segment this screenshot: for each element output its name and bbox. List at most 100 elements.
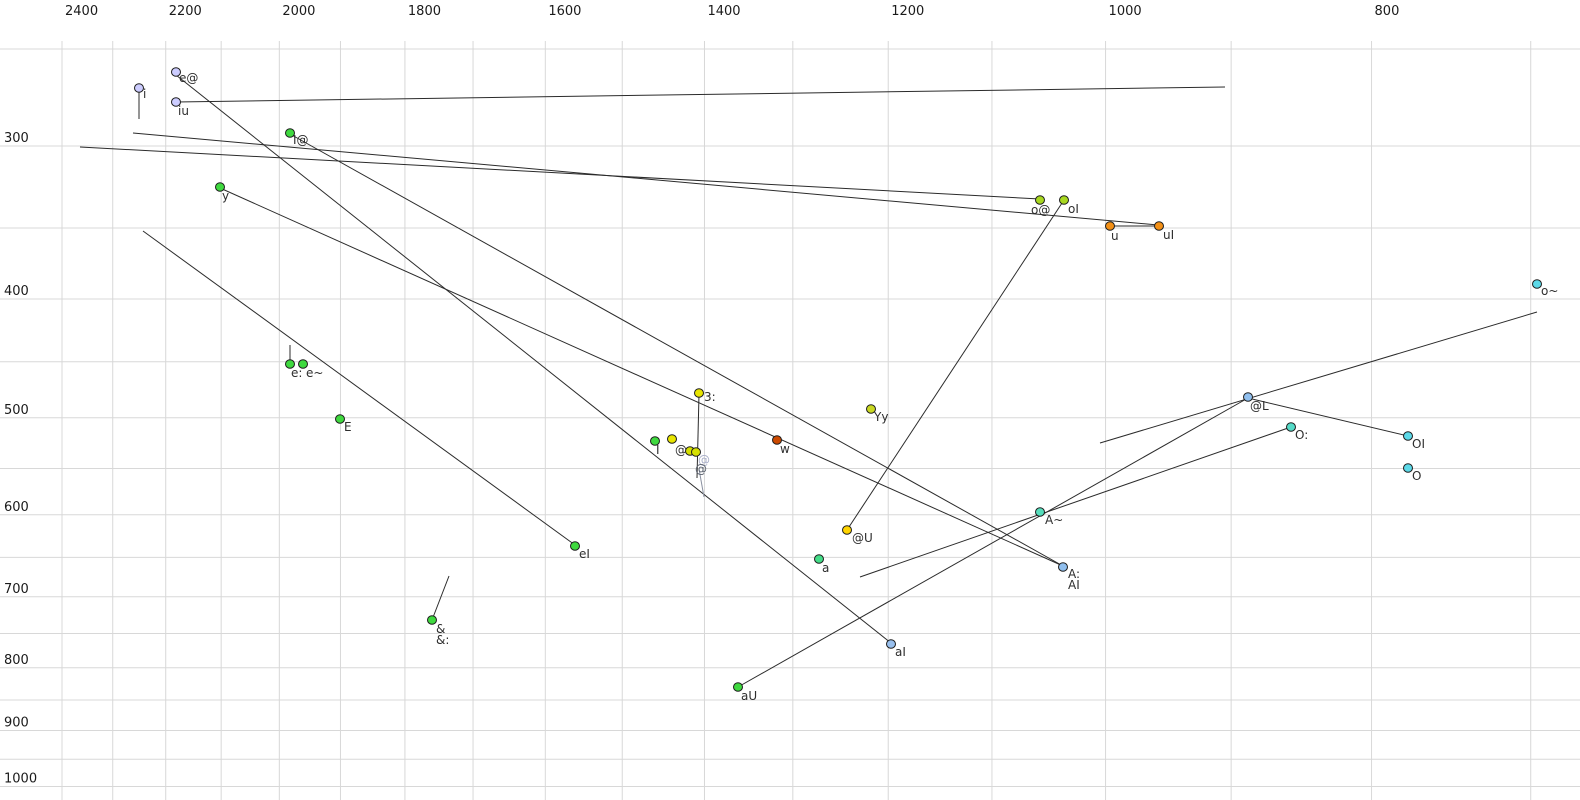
vowel-label: o~ bbox=[1541, 284, 1558, 298]
grid-layer bbox=[0, 41, 1580, 800]
vowel-point[interactable] bbox=[1403, 431, 1413, 441]
x-axis-tick-label: 2200 bbox=[169, 4, 202, 19]
vowel-point[interactable] bbox=[427, 615, 437, 625]
vowel-label: O bbox=[1412, 469, 1421, 483]
vowel-point[interactable] bbox=[1058, 562, 1068, 572]
vowel-label: 3: bbox=[704, 390, 716, 404]
vowel-label: aU bbox=[741, 689, 757, 703]
vowel-point[interactable] bbox=[298, 359, 308, 369]
trajectory-line bbox=[1099, 311, 1538, 444]
y-axis-tick-label: 500 bbox=[4, 403, 29, 418]
vowel-label: aI bbox=[895, 645, 906, 659]
vowel-label: i bbox=[143, 87, 146, 101]
vowel-point[interactable] bbox=[570, 541, 580, 551]
points-layer: @@ bbox=[134, 67, 1542, 692]
x-axis-tick-label: 1200 bbox=[891, 4, 924, 19]
vowel-point[interactable] bbox=[814, 554, 824, 564]
vowel-point[interactable] bbox=[866, 404, 876, 414]
vowel-label: OI bbox=[1412, 437, 1425, 451]
vowel-label: E bbox=[344, 420, 352, 434]
vowel-point[interactable] bbox=[1154, 221, 1164, 231]
vowel-point[interactable] bbox=[667, 434, 677, 444]
trajectory-line bbox=[289, 133, 1064, 567]
vowel-label: & bbox=[436, 622, 445, 636]
vowel-label: eI bbox=[579, 547, 590, 561]
vowel-point[interactable] bbox=[1532, 279, 1542, 289]
vowel-label: AI bbox=[1068, 578, 1080, 592]
vowel-label: @U bbox=[852, 531, 873, 545]
vowel-label: e~ bbox=[306, 366, 323, 380]
trajectory-layer bbox=[79, 74, 1538, 688]
y-axis-tick-label: 400 bbox=[4, 284, 29, 299]
y-axis-tick-label: 900 bbox=[4, 715, 29, 730]
vowel-point[interactable] bbox=[1035, 195, 1045, 205]
vowel-point[interactable] bbox=[772, 435, 782, 445]
schwa-glyph[interactable]: @ bbox=[698, 453, 710, 467]
y-axis-tick-label: 800 bbox=[4, 653, 29, 668]
trajectory-line bbox=[698, 468, 705, 498]
x-axis-tick-label: 2000 bbox=[282, 4, 315, 19]
trajectory-line bbox=[175, 74, 892, 644]
trajectory-line bbox=[132, 132, 1159, 226]
vowel-label: A: bbox=[1068, 567, 1080, 581]
vowel-point[interactable] bbox=[1059, 195, 1069, 205]
x-axis-tick-label: 1000 bbox=[1109, 4, 1142, 19]
vowel-point[interactable] bbox=[1403, 463, 1413, 473]
vowel-label: @ bbox=[675, 443, 687, 457]
trajectory-line bbox=[142, 230, 576, 546]
vowel-point[interactable] bbox=[691, 447, 701, 457]
vowel-label: e@ bbox=[179, 71, 198, 85]
vowel-label: oI bbox=[1068, 202, 1079, 216]
x-axis-tick-label: 800 bbox=[1375, 4, 1400, 19]
vowel-label: &: bbox=[436, 633, 449, 647]
vowel-label: A~ bbox=[1045, 513, 1063, 527]
vowel-label: @L bbox=[1250, 399, 1269, 413]
vowel-label: O: bbox=[1295, 428, 1308, 442]
trajectory-line bbox=[846, 199, 1065, 531]
vowel-point[interactable] bbox=[215, 182, 225, 192]
y-axis-tick-label: 600 bbox=[4, 500, 29, 515]
x-axis-tick-label: 1600 bbox=[548, 4, 581, 19]
trajectory-line bbox=[219, 187, 1064, 567]
vowel-point[interactable] bbox=[886, 639, 896, 649]
vowel-point[interactable] bbox=[285, 128, 295, 138]
labels-layer: 2400 2200 2000 1800 1600 1400 1200 1000 800 300 40… bbox=[4, 4, 1558, 787]
vowel-point[interactable] bbox=[1243, 392, 1253, 402]
vowel-point[interactable] bbox=[1035, 507, 1045, 517]
vowel-label: Yy bbox=[873, 410, 888, 424]
vowel-label: I@ bbox=[293, 133, 309, 147]
x-axis-tick-label: 1800 bbox=[408, 4, 441, 19]
x-axis-tick-label: 1400 bbox=[707, 4, 740, 19]
vowel-point[interactable] bbox=[171, 97, 181, 107]
vowel-point[interactable] bbox=[733, 682, 743, 692]
trajectory-line bbox=[859, 426, 1292, 578]
trajectory-line bbox=[737, 397, 1249, 688]
y-axis-tick-label: 700 bbox=[4, 582, 29, 597]
trajectory-line bbox=[175, 86, 1226, 103]
vowel-label: w bbox=[780, 442, 790, 456]
vowel-label: I bbox=[656, 443, 660, 457]
vowel-point[interactable] bbox=[335, 414, 345, 424]
vowel-label: e: bbox=[291, 366, 302, 380]
vowel-point[interactable] bbox=[285, 359, 295, 369]
vowel-label: a bbox=[822, 561, 829, 575]
vowel-point[interactable] bbox=[1286, 422, 1296, 432]
schwa-glyph[interactable]: @ bbox=[695, 462, 707, 476]
trajectory-line bbox=[431, 575, 450, 621]
vowel-label: y bbox=[222, 189, 229, 203]
vowel-point[interactable] bbox=[650, 436, 660, 446]
trajectory-line bbox=[79, 146, 1041, 200]
vowel-label: u bbox=[1111, 229, 1119, 243]
vowel-point[interactable] bbox=[694, 388, 704, 398]
vowel-point[interactable] bbox=[171, 67, 181, 77]
vowel-point[interactable] bbox=[134, 83, 144, 93]
vowel-point[interactable] bbox=[1105, 221, 1115, 231]
vowel-label: o@ bbox=[1031, 203, 1050, 217]
trajectory-line bbox=[1247, 397, 1409, 437]
y-axis-tick-label: 1000 bbox=[4, 772, 37, 787]
vowel-label: uI bbox=[1163, 228, 1174, 242]
vowel-point[interactable] bbox=[842, 525, 852, 535]
vowel-label: iu bbox=[178, 104, 189, 118]
